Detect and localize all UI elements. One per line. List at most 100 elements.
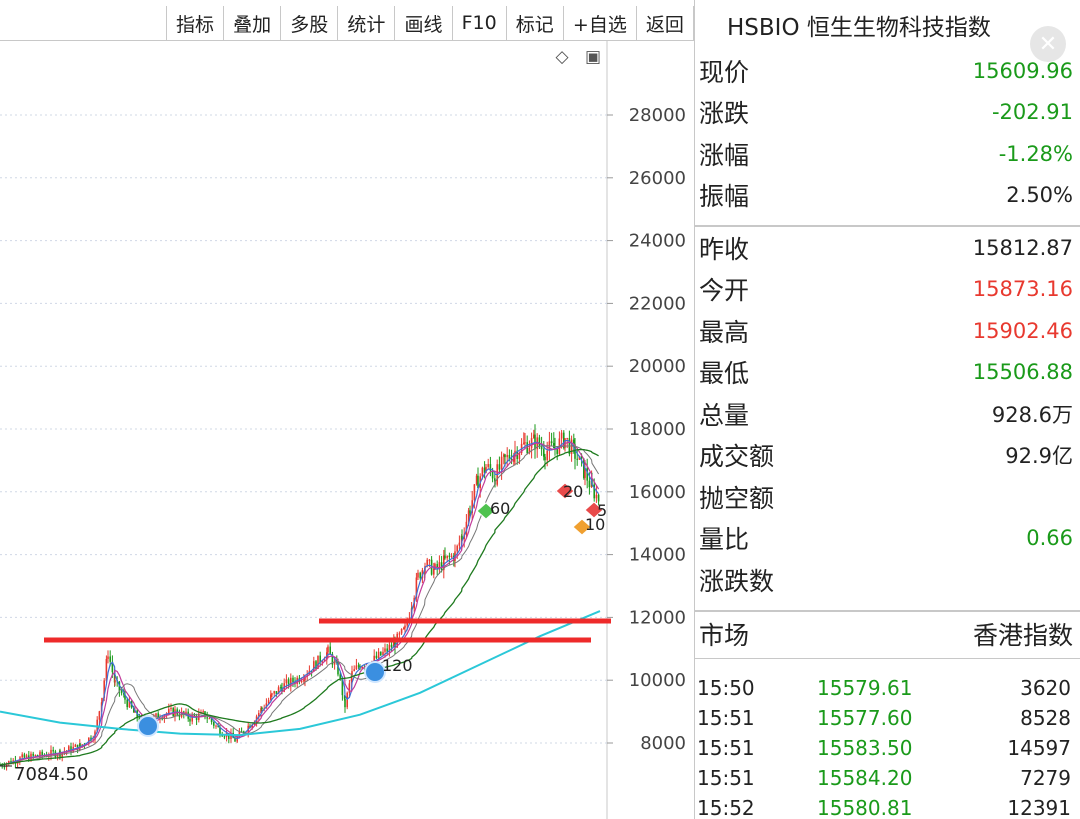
statistics-button[interactable]: 统计 xyxy=(337,6,395,40)
quote-label: 涨幅 xyxy=(699,140,750,170)
candle-body xyxy=(580,455,583,459)
candle-body xyxy=(355,665,358,670)
candle-body xyxy=(586,468,588,481)
candle-body xyxy=(273,691,275,694)
candle-body xyxy=(344,698,346,708)
candle-body xyxy=(280,687,282,689)
candle-body xyxy=(584,468,586,478)
y-tick-label: 10000 xyxy=(629,670,686,691)
tick-volume: 8528 xyxy=(1020,706,1071,730)
candle-body xyxy=(36,755,39,757)
candle-body xyxy=(563,432,565,448)
quote-label: 最高 xyxy=(699,317,750,347)
candle-body xyxy=(163,715,166,719)
candle-body xyxy=(456,545,458,552)
candle-body xyxy=(339,674,341,679)
candle-body xyxy=(304,676,306,681)
ma10-line xyxy=(0,441,600,766)
candle-body xyxy=(337,663,339,675)
candle-body xyxy=(128,700,131,708)
candle-body xyxy=(491,470,494,479)
candle-body xyxy=(210,718,213,723)
add-watchlist-button[interactable]: +自选 xyxy=(562,6,636,40)
candle-body xyxy=(319,655,321,663)
candle-body xyxy=(313,661,315,672)
candle-body xyxy=(508,454,511,460)
multi-stock-button[interactable]: 多股 xyxy=(280,6,338,40)
candle-body xyxy=(500,456,503,470)
candle-body xyxy=(467,510,470,522)
candle-body xyxy=(238,731,241,737)
quote-row: 抛空额 xyxy=(695,476,1080,517)
tick-volume: 14597 xyxy=(1007,736,1071,760)
panel-toggle-icon[interactable]: ▣ xyxy=(584,47,602,67)
orange-diamond-marker-icon xyxy=(572,518,592,536)
candle-body xyxy=(123,693,125,695)
candle-body xyxy=(290,677,292,687)
indicator-button[interactable]: 指标 xyxy=(166,6,224,40)
low-price-label: 7084.50 xyxy=(14,764,88,785)
red-diamond-marker-icon xyxy=(584,501,604,519)
candle-body xyxy=(341,678,344,696)
quote-value: 92.9亿 xyxy=(1005,444,1073,468)
candle-body xyxy=(573,439,575,445)
tick-row[interactable]: 15:51 15577.60 8528 xyxy=(695,703,1080,733)
mark-button[interactable]: 标记 xyxy=(505,6,563,40)
overlay-button[interactable]: 叠加 xyxy=(223,6,281,40)
candle-body xyxy=(528,447,531,454)
quote-value: 15609.96 xyxy=(972,58,1073,83)
quote-row: 现价 15609.96 xyxy=(695,50,1080,91)
tick-row[interactable]: 15:51 15584.20 7279 xyxy=(695,763,1080,793)
candle-body xyxy=(595,494,598,499)
candle-body xyxy=(400,628,403,634)
candle-body xyxy=(530,438,533,448)
f10-button[interactable]: F10 xyxy=(451,6,506,40)
tick-volume: 12391 xyxy=(1007,796,1071,819)
candle-body xyxy=(487,464,489,467)
candle-body xyxy=(574,444,576,459)
quote-row: 涨幅 -1.28% xyxy=(695,133,1080,174)
candle-body xyxy=(285,679,288,684)
candle-body xyxy=(267,700,270,704)
candle-body xyxy=(217,725,219,728)
candle-body xyxy=(477,475,479,488)
candle-body xyxy=(219,727,221,736)
candle-body xyxy=(157,713,159,719)
candle-body xyxy=(538,437,541,447)
kline-chart-canvas[interactable]: 28000 26000 24000 22000 20000 18000 16000 14000… xyxy=(0,41,694,819)
candle-body xyxy=(597,494,600,502)
candle-body xyxy=(50,749,52,757)
candle-body xyxy=(3,766,6,768)
candle-body xyxy=(417,572,419,578)
ma250-line xyxy=(0,610,601,737)
candle-body xyxy=(25,755,28,758)
candle-body xyxy=(440,562,443,571)
blue-sphere-marker-icon xyxy=(137,715,159,737)
candle-body xyxy=(331,654,334,665)
quote-row: 量比 0.66 xyxy=(695,518,1080,559)
tick-row[interactable]: 15:51 15583.50 14597 xyxy=(695,733,1080,763)
kline-chart[interactable]: 28000 26000 24000 22000 20000 18000 16000 14000… xyxy=(0,41,694,819)
back-button[interactable]: 返回 xyxy=(635,6,694,40)
candle-body xyxy=(475,475,478,485)
candle-body xyxy=(556,448,558,454)
candle-body xyxy=(39,751,41,757)
tick-price: 15579.61 xyxy=(817,676,913,700)
candle-body xyxy=(234,738,236,742)
marker-label: 120 xyxy=(382,656,413,675)
candle-body xyxy=(426,559,428,567)
diamond-outline-icon[interactable]: ◇ xyxy=(555,47,569,67)
y-tick-label: 16000 xyxy=(629,482,686,503)
tick-row[interactable]: 15:52 15580.81 12391 xyxy=(695,793,1080,819)
tick-row[interactable]: 15:50 15579.61 3620 xyxy=(695,673,1080,703)
candle-body xyxy=(223,736,226,738)
candle-body xyxy=(16,762,19,764)
candle-body xyxy=(353,669,355,672)
candle-body xyxy=(498,464,501,470)
candle-body xyxy=(540,446,543,450)
draw-line-button[interactable]: 画线 xyxy=(394,6,452,40)
tick-time: 15:52 xyxy=(697,796,755,819)
close-icon[interactable]: ✕ xyxy=(1030,26,1066,62)
ma5-line xyxy=(0,439,600,766)
marker-label: 60 xyxy=(490,499,510,518)
